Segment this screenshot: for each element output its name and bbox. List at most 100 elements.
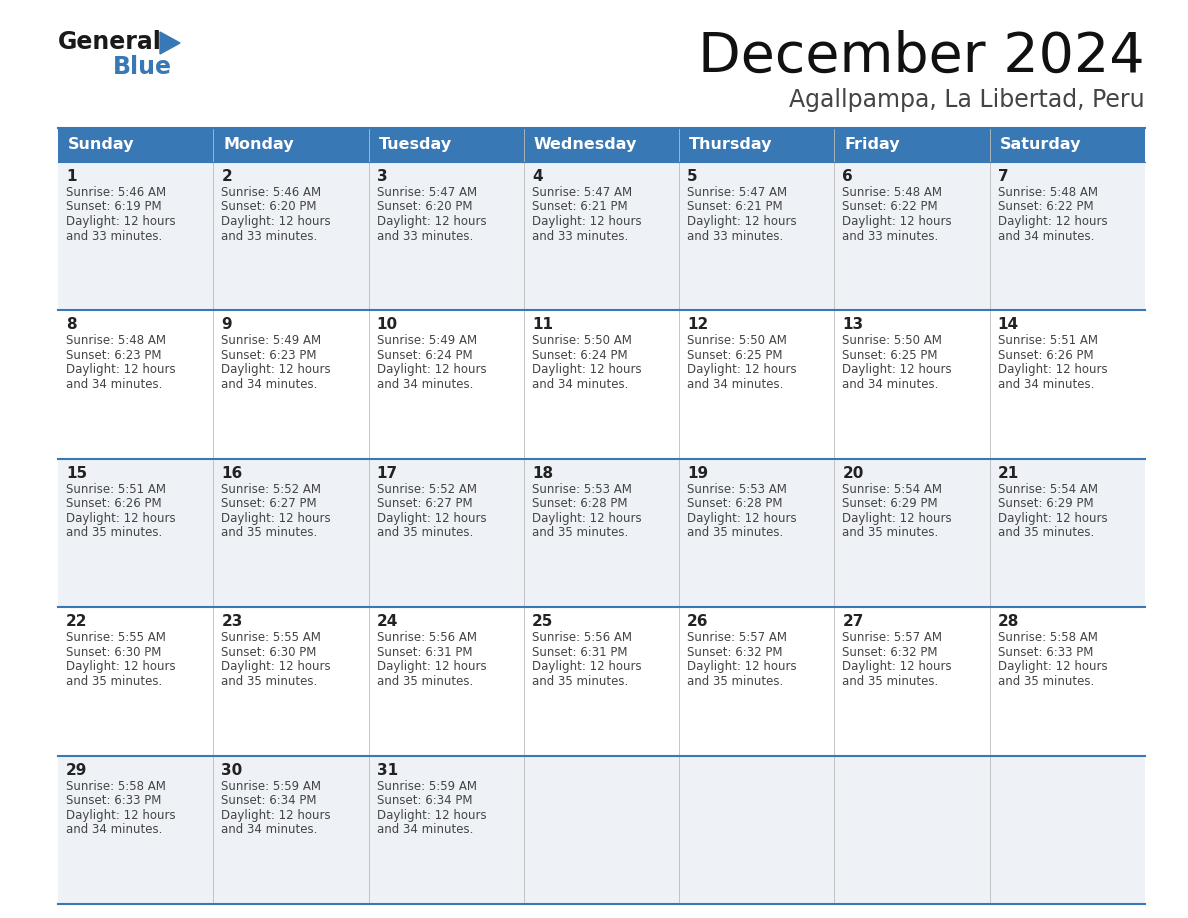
Text: Daylight: 12 hours: Daylight: 12 hours: [221, 809, 331, 822]
Text: Sunrise: 5:51 AM: Sunrise: 5:51 AM: [67, 483, 166, 496]
Text: 5: 5: [687, 169, 697, 184]
Text: and 35 minutes.: and 35 minutes.: [221, 526, 317, 539]
Bar: [58, 310, 214, 459]
Bar: [990, 128, 1145, 162]
Text: Sunrise: 5:53 AM: Sunrise: 5:53 AM: [532, 483, 632, 496]
Text: Sunset: 6:25 PM: Sunset: 6:25 PM: [687, 349, 783, 362]
Text: Thursday: Thursday: [689, 138, 772, 152]
Text: Sunset: 6:25 PM: Sunset: 6:25 PM: [842, 349, 939, 362]
Text: Daylight: 12 hours: Daylight: 12 hours: [67, 660, 176, 673]
Text: 4: 4: [532, 169, 543, 184]
Bar: [368, 310, 524, 459]
Text: Sunrise: 5:52 AM: Sunrise: 5:52 AM: [377, 483, 476, 496]
Text: and 35 minutes.: and 35 minutes.: [842, 526, 939, 539]
Text: Wednesday: Wednesday: [533, 138, 637, 152]
Text: Sunset: 6:31 PM: Sunset: 6:31 PM: [532, 645, 627, 659]
Text: Sunset: 6:27 PM: Sunset: 6:27 PM: [377, 498, 472, 510]
Bar: [680, 128, 834, 162]
Text: Sunset: 6:26 PM: Sunset: 6:26 PM: [998, 349, 1093, 362]
Text: and 35 minutes.: and 35 minutes.: [842, 675, 939, 688]
Text: Sunrise: 5:57 AM: Sunrise: 5:57 AM: [687, 632, 788, 644]
Text: and 35 minutes.: and 35 minutes.: [687, 526, 783, 539]
Text: Daylight: 12 hours: Daylight: 12 hours: [998, 512, 1107, 525]
Text: Daylight: 12 hours: Daylight: 12 hours: [998, 660, 1107, 673]
Text: Daylight: 12 hours: Daylight: 12 hours: [532, 660, 642, 673]
Text: Daylight: 12 hours: Daylight: 12 hours: [532, 215, 642, 228]
Text: 27: 27: [842, 614, 864, 629]
Text: 9: 9: [221, 318, 232, 332]
Text: 12: 12: [687, 318, 708, 332]
Bar: [368, 459, 524, 607]
Bar: [58, 128, 214, 162]
Text: Daylight: 12 hours: Daylight: 12 hours: [377, 215, 486, 228]
Text: Blue: Blue: [113, 55, 172, 79]
Text: 6: 6: [842, 169, 853, 184]
Text: Sunset: 6:21 PM: Sunset: 6:21 PM: [687, 200, 783, 214]
Bar: [524, 128, 680, 162]
Text: Sunset: 6:32 PM: Sunset: 6:32 PM: [842, 645, 939, 659]
Text: and 35 minutes.: and 35 minutes.: [532, 526, 628, 539]
Text: Sunrise: 5:48 AM: Sunrise: 5:48 AM: [67, 334, 166, 347]
Text: Sunrise: 5:48 AM: Sunrise: 5:48 AM: [998, 186, 1098, 199]
Text: 1: 1: [67, 169, 76, 184]
Text: Tuesday: Tuesday: [379, 138, 451, 152]
Text: and 34 minutes.: and 34 minutes.: [67, 378, 163, 391]
Text: Daylight: 12 hours: Daylight: 12 hours: [67, 512, 176, 525]
Text: Sunrise: 5:59 AM: Sunrise: 5:59 AM: [221, 779, 321, 792]
Text: Daylight: 12 hours: Daylight: 12 hours: [687, 512, 797, 525]
Text: Daylight: 12 hours: Daylight: 12 hours: [377, 364, 486, 376]
Text: Daylight: 12 hours: Daylight: 12 hours: [67, 215, 176, 228]
Text: and 34 minutes.: and 34 minutes.: [842, 378, 939, 391]
Bar: [834, 459, 990, 607]
Text: Sunset: 6:30 PM: Sunset: 6:30 PM: [67, 645, 162, 659]
Text: Sunrise: 5:49 AM: Sunrise: 5:49 AM: [377, 334, 476, 347]
Text: 31: 31: [377, 763, 398, 778]
Text: Daylight: 12 hours: Daylight: 12 hours: [532, 364, 642, 376]
Bar: [990, 756, 1145, 904]
Bar: [368, 128, 524, 162]
Text: Sunrise: 5:55 AM: Sunrise: 5:55 AM: [221, 632, 321, 644]
Text: Sunset: 6:31 PM: Sunset: 6:31 PM: [377, 645, 472, 659]
Bar: [214, 459, 368, 607]
Text: Sunrise: 5:46 AM: Sunrise: 5:46 AM: [221, 186, 322, 199]
Text: Sunrise: 5:53 AM: Sunrise: 5:53 AM: [687, 483, 786, 496]
Polygon shape: [160, 32, 181, 54]
Text: Sunrise: 5:55 AM: Sunrise: 5:55 AM: [67, 632, 166, 644]
Text: 16: 16: [221, 465, 242, 481]
Text: Sunrise: 5:51 AM: Sunrise: 5:51 AM: [998, 334, 1098, 347]
Bar: [680, 756, 834, 904]
Text: Sunset: 6:26 PM: Sunset: 6:26 PM: [67, 498, 162, 510]
Text: 18: 18: [532, 465, 552, 481]
Text: Daylight: 12 hours: Daylight: 12 hours: [221, 364, 331, 376]
Text: Sunset: 6:24 PM: Sunset: 6:24 PM: [532, 349, 627, 362]
Bar: [214, 607, 368, 756]
Text: Sunday: Sunday: [68, 138, 134, 152]
Text: Sunrise: 5:54 AM: Sunrise: 5:54 AM: [842, 483, 942, 496]
Text: Friday: Friday: [845, 138, 901, 152]
Text: Daylight: 12 hours: Daylight: 12 hours: [221, 215, 331, 228]
Text: Sunset: 6:20 PM: Sunset: 6:20 PM: [377, 200, 472, 214]
Text: Daylight: 12 hours: Daylight: 12 hours: [377, 512, 486, 525]
Text: and 33 minutes.: and 33 minutes.: [67, 230, 163, 242]
Text: 10: 10: [377, 318, 398, 332]
Bar: [680, 162, 834, 310]
Text: 21: 21: [998, 465, 1019, 481]
Bar: [834, 607, 990, 756]
Text: 23: 23: [221, 614, 242, 629]
Bar: [58, 162, 214, 310]
Text: 25: 25: [532, 614, 554, 629]
Text: 2: 2: [221, 169, 232, 184]
Text: 26: 26: [687, 614, 709, 629]
Text: and 35 minutes.: and 35 minutes.: [998, 675, 1094, 688]
Bar: [58, 756, 214, 904]
Text: Monday: Monday: [223, 138, 293, 152]
Text: 8: 8: [67, 318, 76, 332]
Bar: [990, 310, 1145, 459]
Text: Daylight: 12 hours: Daylight: 12 hours: [687, 364, 797, 376]
Text: Sunrise: 5:54 AM: Sunrise: 5:54 AM: [998, 483, 1098, 496]
Text: 13: 13: [842, 318, 864, 332]
Text: 20: 20: [842, 465, 864, 481]
Bar: [680, 607, 834, 756]
Text: 14: 14: [998, 318, 1019, 332]
Text: Sunrise: 5:47 AM: Sunrise: 5:47 AM: [532, 186, 632, 199]
